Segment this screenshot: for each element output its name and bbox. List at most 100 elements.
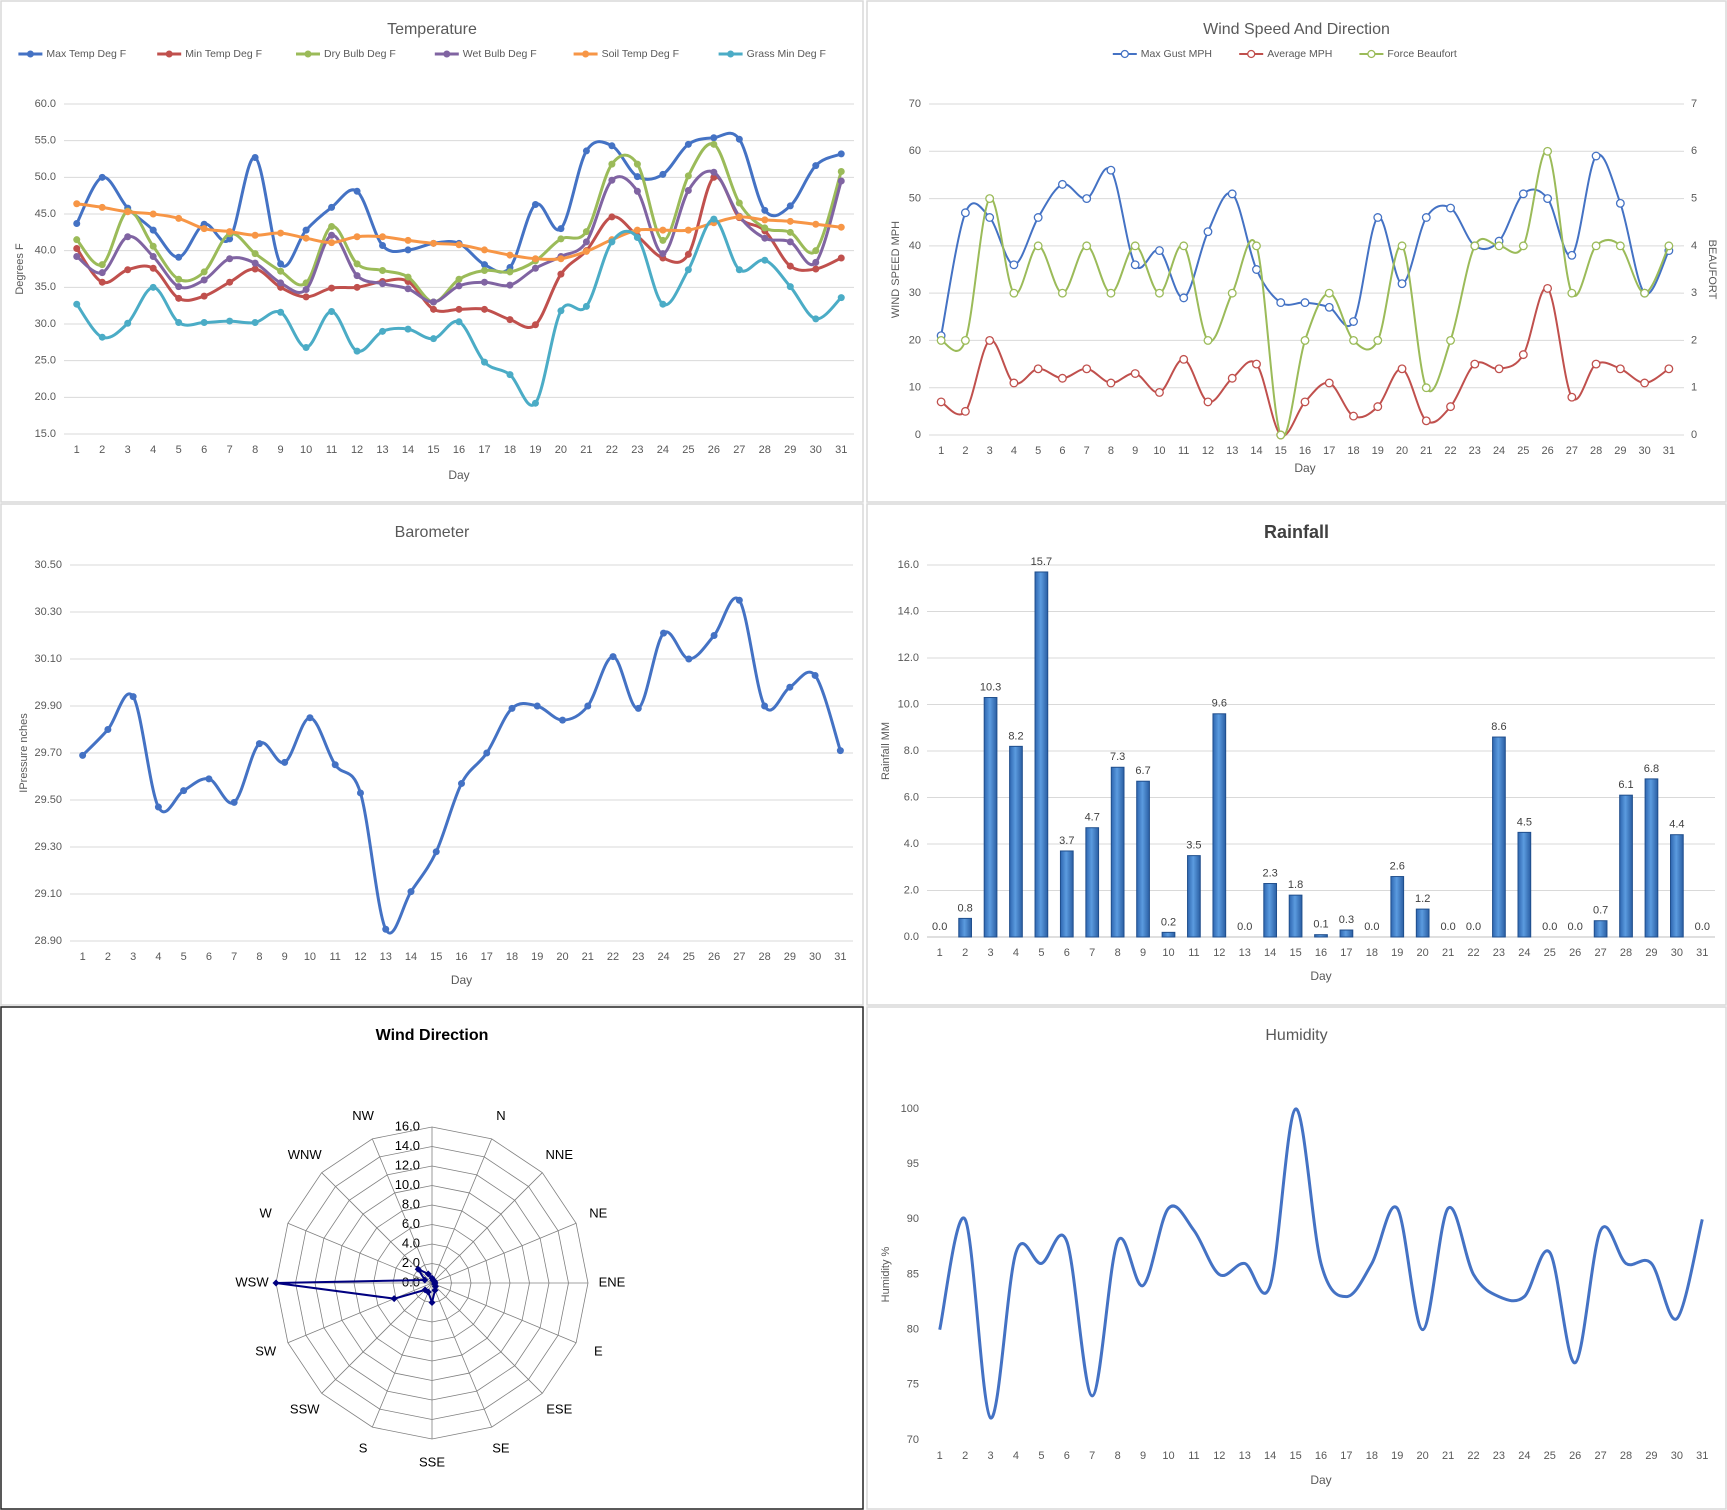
x-tick-label: 29 <box>1645 947 1657 959</box>
data-point <box>506 281 514 289</box>
x-tick-label: 3 <box>987 947 993 959</box>
x-tick-label: 2 <box>99 444 105 456</box>
data-point <box>404 236 412 244</box>
x-tick-label: 19 <box>1391 947 1403 959</box>
x-tick-label: 7 <box>1084 445 1090 457</box>
data-point <box>684 172 692 180</box>
legend-marker <box>1120 49 1129 59</box>
data-point <box>582 228 590 236</box>
data-label: 2.3 <box>1263 867 1278 879</box>
data-point <box>455 241 463 249</box>
category-label: NE <box>589 1206 607 1221</box>
data-point <box>786 262 794 270</box>
data-point <box>421 1276 429 1284</box>
bar <box>1212 713 1227 938</box>
y-tick-label: 30.50 <box>34 559 62 571</box>
data-point <box>1057 288 1067 298</box>
y-tick-label: 40.0 <box>35 245 56 257</box>
category-label: NNE <box>546 1147 574 1162</box>
data-point <box>379 266 387 274</box>
data-point <box>557 307 565 315</box>
y-tick-label: 20.0 <box>35 391 56 403</box>
data-point <box>251 265 259 273</box>
data-point <box>985 335 995 345</box>
legend-label: Dry Bulb Deg F <box>324 48 396 60</box>
data-point <box>1640 288 1650 298</box>
y-tick-label: 95 <box>907 1158 919 1170</box>
x-tick-label: 13 <box>1239 947 1251 959</box>
data-point <box>685 655 693 663</box>
data-point <box>659 250 667 258</box>
category-label: SSE <box>419 1454 445 1469</box>
r-tick-label: 0.0 <box>402 1274 420 1289</box>
data-point <box>480 246 488 254</box>
x-tick-label: 24 <box>1518 1450 1530 1462</box>
category-label: E <box>594 1343 603 1358</box>
data-point <box>205 775 213 783</box>
data-point <box>251 259 259 267</box>
data-point <box>149 253 157 261</box>
data-point <box>735 213 743 221</box>
data-point <box>379 242 387 250</box>
bar <box>1059 850 1074 938</box>
data-label: 4.4 <box>1669 819 1684 831</box>
x-tick-label: 28 <box>759 444 771 456</box>
x-tick-label: 18 <box>1366 1450 1378 1462</box>
data-point <box>1543 194 1553 204</box>
data-point <box>1494 241 1504 251</box>
data-point <box>1252 265 1261 274</box>
data-label: 0.7 <box>1593 905 1608 917</box>
x-tick-label: 20 <box>555 444 567 456</box>
y-axis-label: WIND SPEED MPH <box>890 221 902 318</box>
x-tick-label: 25 <box>1517 445 1529 457</box>
data-point <box>837 223 845 231</box>
x-axis-label: Day <box>1294 461 1315 475</box>
data-point <box>1179 241 1189 251</box>
data-point <box>735 199 743 207</box>
x-tick-label: 2 <box>962 445 968 457</box>
data-point <box>356 789 364 797</box>
bar <box>1670 834 1684 938</box>
data-label: 4.5 <box>1517 816 1532 828</box>
x-tick-label: 23 <box>1493 947 1505 959</box>
data-point <box>786 238 794 246</box>
data-point <box>659 170 667 178</box>
y-tick-label: 50.0 <box>35 171 56 183</box>
x-tick-label: 18 <box>1347 445 1359 457</box>
data-point <box>455 275 463 283</box>
y-tick-label: 4.0 <box>904 838 919 850</box>
data-point <box>483 749 491 757</box>
data-point <box>1518 241 1528 251</box>
data-point <box>328 203 336 211</box>
data-point <box>480 266 488 274</box>
data-point <box>609 653 617 661</box>
data-point <box>1373 402 1383 412</box>
data-point <box>98 203 106 211</box>
data-point <box>353 187 361 195</box>
x-tick-label: 7 <box>227 444 233 456</box>
data-point <box>1082 194 1092 204</box>
x-tick-label: 4 <box>1013 947 1019 959</box>
y-tick-label: 70 <box>907 1434 919 1446</box>
bar <box>1161 931 1176 938</box>
y2-tick-label: 4 <box>1691 240 1697 252</box>
data-point <box>302 226 310 234</box>
data-label: 7.3 <box>1110 751 1125 763</box>
data-point <box>404 285 412 293</box>
data-point <box>735 135 743 143</box>
data-point <box>506 371 514 379</box>
data-point <box>226 235 234 243</box>
y-axis-label: IPressure nches <box>18 713 30 793</box>
data-point <box>508 704 516 712</box>
data-label: 0.2 <box>1161 916 1176 928</box>
x-tick-label: 11 <box>326 444 337 456</box>
data-point <box>1179 293 1189 303</box>
data-point <box>812 265 820 273</box>
data-point <box>1518 350 1528 360</box>
bar <box>1492 736 1506 938</box>
data-point <box>557 255 565 263</box>
data-point <box>1106 288 1116 298</box>
data-point <box>1615 198 1625 208</box>
x-tick-label: 15 <box>1289 947 1301 959</box>
